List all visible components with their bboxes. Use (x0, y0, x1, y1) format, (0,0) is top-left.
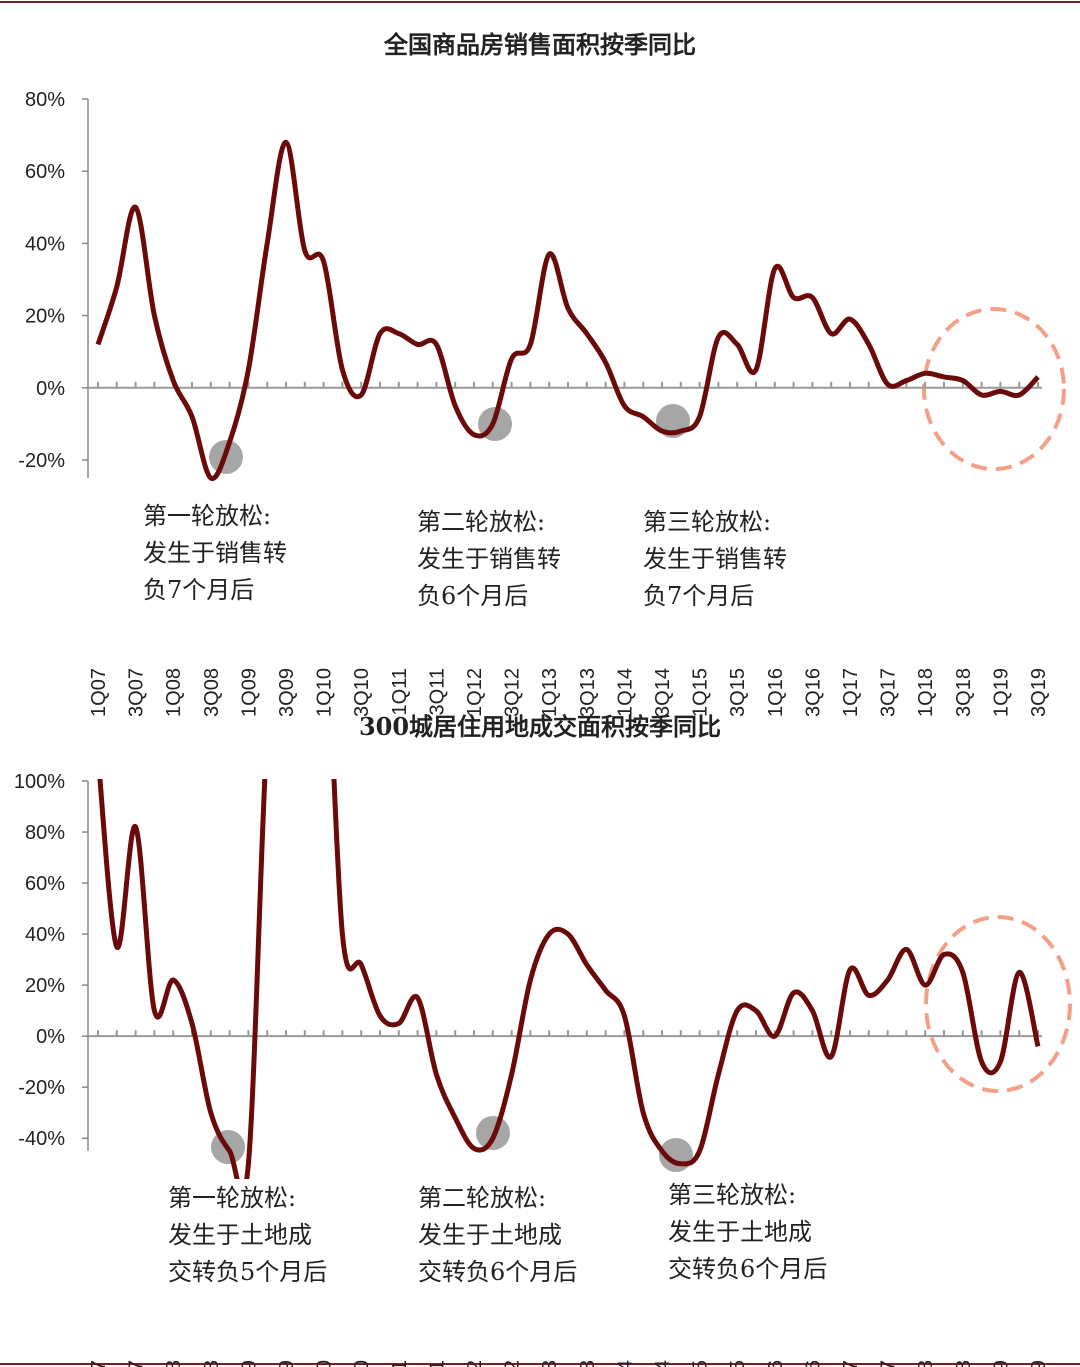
x-tick-label: 1Q07 (88, 1360, 110, 1367)
x-tick-label: 3Q13 (577, 668, 599, 717)
x-tick-label: 1Q09 (238, 668, 260, 717)
x-tick-label: 1Q15 (690, 668, 712, 717)
x-tick-label: 3Q09 (276, 1360, 298, 1367)
x-tick-label: 1Q07 (88, 668, 110, 717)
x-tick-label: 1Q13 (539, 668, 561, 717)
y-tick-label: 0% (36, 1026, 65, 1048)
x-tick-label: 3Q08 (201, 1360, 223, 1367)
x-tick-label: 3Q19 (1028, 1360, 1050, 1367)
x-tick-label: 3Q18 (953, 668, 975, 717)
x-tick-label: 1Q17 (840, 668, 862, 717)
x-tick-label: 3Q19 (1028, 668, 1050, 717)
annotation: 第二轮放松: (417, 508, 545, 536)
x-tick-label: 3Q10 (351, 1360, 373, 1367)
annotation: 交转负6个月后 (418, 1258, 577, 1286)
x-tick-label: 1Q16 (765, 1360, 787, 1367)
x-tick-label: 1Q11 (389, 1360, 411, 1367)
x-tick-label: 3Q15 (727, 1360, 749, 1367)
x-tick-label: 1Q08 (163, 668, 185, 717)
x-tick-label: 1Q11 (389, 668, 411, 715)
x-tick-label: 3Q08 (201, 668, 223, 717)
annotation: 发生于销售转 (143, 539, 287, 567)
x-tick-label: 3Q10 (351, 668, 373, 717)
x-tick-label: 3Q12 (502, 1360, 524, 1367)
annotation: 负7个月后 (643, 582, 754, 610)
highlight-circle (924, 915, 1072, 1093)
annotation: 第一轮放松: (168, 1184, 296, 1212)
x-tick-label: 1Q10 (314, 668, 336, 717)
x-tick-label: 1Q09 (238, 1360, 260, 1367)
x-tick-label: 1Q12 (464, 668, 486, 717)
x-tick-label: 1Q18 (915, 668, 937, 717)
x-tick-label: 3Q07 (126, 668, 148, 717)
data-line (95, 139, 1040, 481)
y-tick-label: 80% (25, 822, 65, 844)
y-tick-label: 80% (25, 89, 65, 111)
chart-title: 300城居住用地成交面积按季同比 (359, 712, 721, 741)
x-tick-label: 1Q12 (464, 1360, 486, 1367)
x-tick-label: 1Q19 (990, 668, 1012, 717)
y-tick-label: 60% (25, 161, 65, 183)
y-tick-label: 60% (25, 873, 65, 895)
x-tick-label: 3Q09 (276, 668, 298, 717)
x-tick-label: 3Q14 (652, 668, 674, 717)
x-tick-label: 3Q18 (953, 1360, 975, 1367)
y-tick-label: 0% (36, 378, 65, 400)
x-tick-label: 1Q14 (614, 1360, 636, 1367)
annotation: 发生于土地成 (168, 1221, 312, 1249)
annotation: 发生于土地成 (668, 1218, 812, 1246)
y-tick-label: 100% (14, 771, 65, 793)
annotation: 发生于销售转 (643, 545, 787, 573)
x-tick-label: 1Q17 (840, 1360, 862, 1367)
y-tick-label: -20% (18, 1077, 65, 1099)
annotation: 发生于土地成 (418, 1221, 562, 1249)
y-tick-label: -20% (18, 450, 65, 472)
y-tick-label: 40% (25, 233, 65, 255)
x-tick-label: 1Q10 (314, 1360, 336, 1367)
x-tick-label: 1Q16 (765, 668, 787, 717)
x-tick-label: 3Q17 (878, 1360, 900, 1367)
y-tick-label: 20% (25, 975, 65, 997)
x-tick-label: 3Q11 (426, 668, 448, 715)
data-line (97, 779, 1041, 1179)
highlight-circle (922, 307, 1066, 471)
x-tick-label: 1Q08 (163, 1360, 185, 1367)
x-tick-label: 3Q17 (878, 668, 900, 717)
annotation: 负6个月后 (417, 582, 528, 610)
annotation: 第一轮放松: (143, 502, 271, 530)
y-tick-label: -40% (18, 1128, 65, 1150)
x-tick-label: 3Q11 (426, 1360, 448, 1367)
annotation: 第三轮放松: (643, 508, 771, 536)
x-tick-label: 1Q15 (690, 1360, 712, 1367)
annotation: 负7个月后 (143, 576, 254, 604)
x-tick-label: 1Q13 (539, 1360, 561, 1367)
y-tick-label: 20% (25, 306, 65, 328)
annotation: 交转负6个月后 (668, 1255, 827, 1283)
x-tick-label: 3Q16 (802, 668, 824, 717)
x-tick-label: 1Q19 (990, 1360, 1012, 1367)
y-tick-label: 40% (25, 924, 65, 946)
x-tick-label: 3Q16 (802, 1360, 824, 1367)
x-tick-label: 1Q18 (915, 1360, 937, 1367)
annotation: 发生于销售转 (417, 545, 561, 573)
x-tick-label: 3Q15 (727, 668, 749, 717)
annotation: 第三轮放松: (668, 1181, 796, 1209)
annotation: 交转负5个月后 (168, 1258, 327, 1286)
x-tick-label: 3Q14 (652, 1360, 674, 1367)
x-tick-label: 3Q13 (577, 1360, 599, 1367)
annotation: 第二轮放松: (418, 1184, 546, 1212)
chart-title: 全国商品房销售面积按季同比 (383, 30, 696, 59)
x-tick-label: 1Q14 (614, 668, 636, 717)
x-tick-label: 3Q07 (126, 1360, 148, 1367)
x-tick-label: 3Q12 (502, 668, 524, 717)
